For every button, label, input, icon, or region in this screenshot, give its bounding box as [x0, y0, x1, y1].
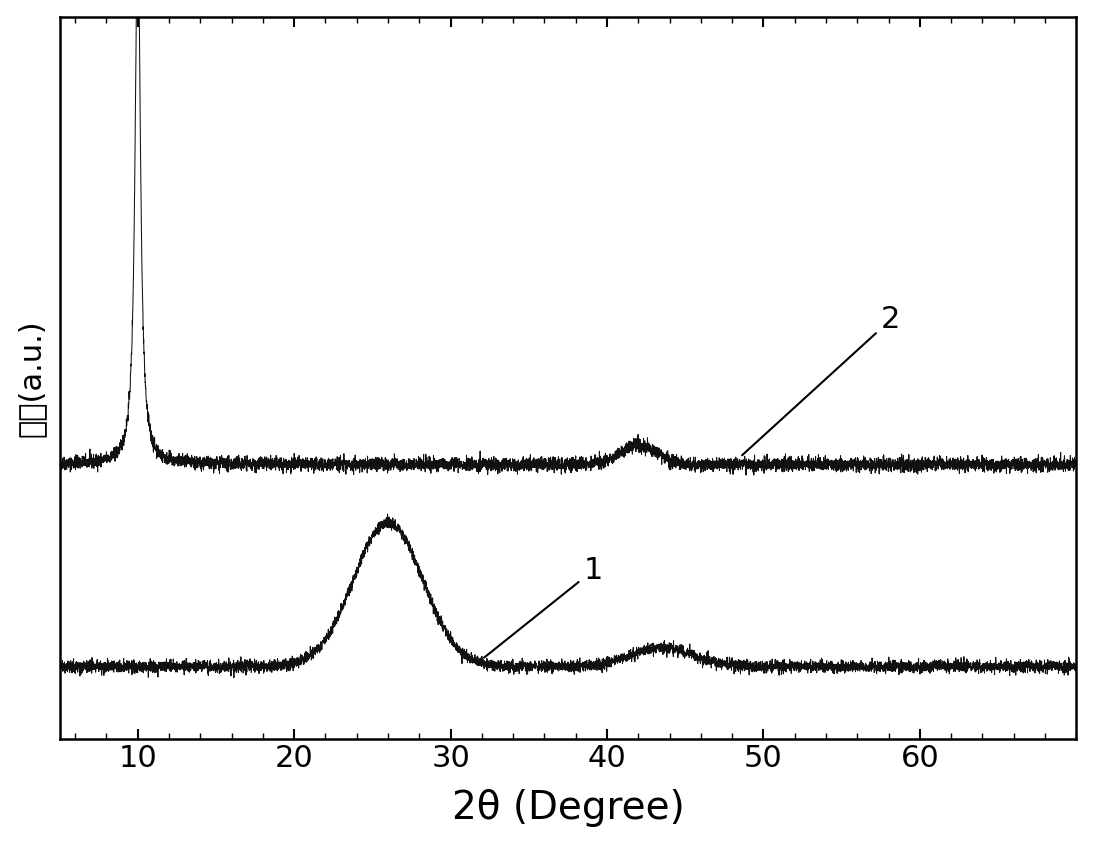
X-axis label: 2θ (Degree): 2θ (Degree) [451, 789, 684, 827]
Text: 1: 1 [484, 556, 603, 657]
Text: 2: 2 [742, 306, 901, 455]
Y-axis label: 强度(a.u.): 强度(a.u.) [16, 319, 46, 436]
